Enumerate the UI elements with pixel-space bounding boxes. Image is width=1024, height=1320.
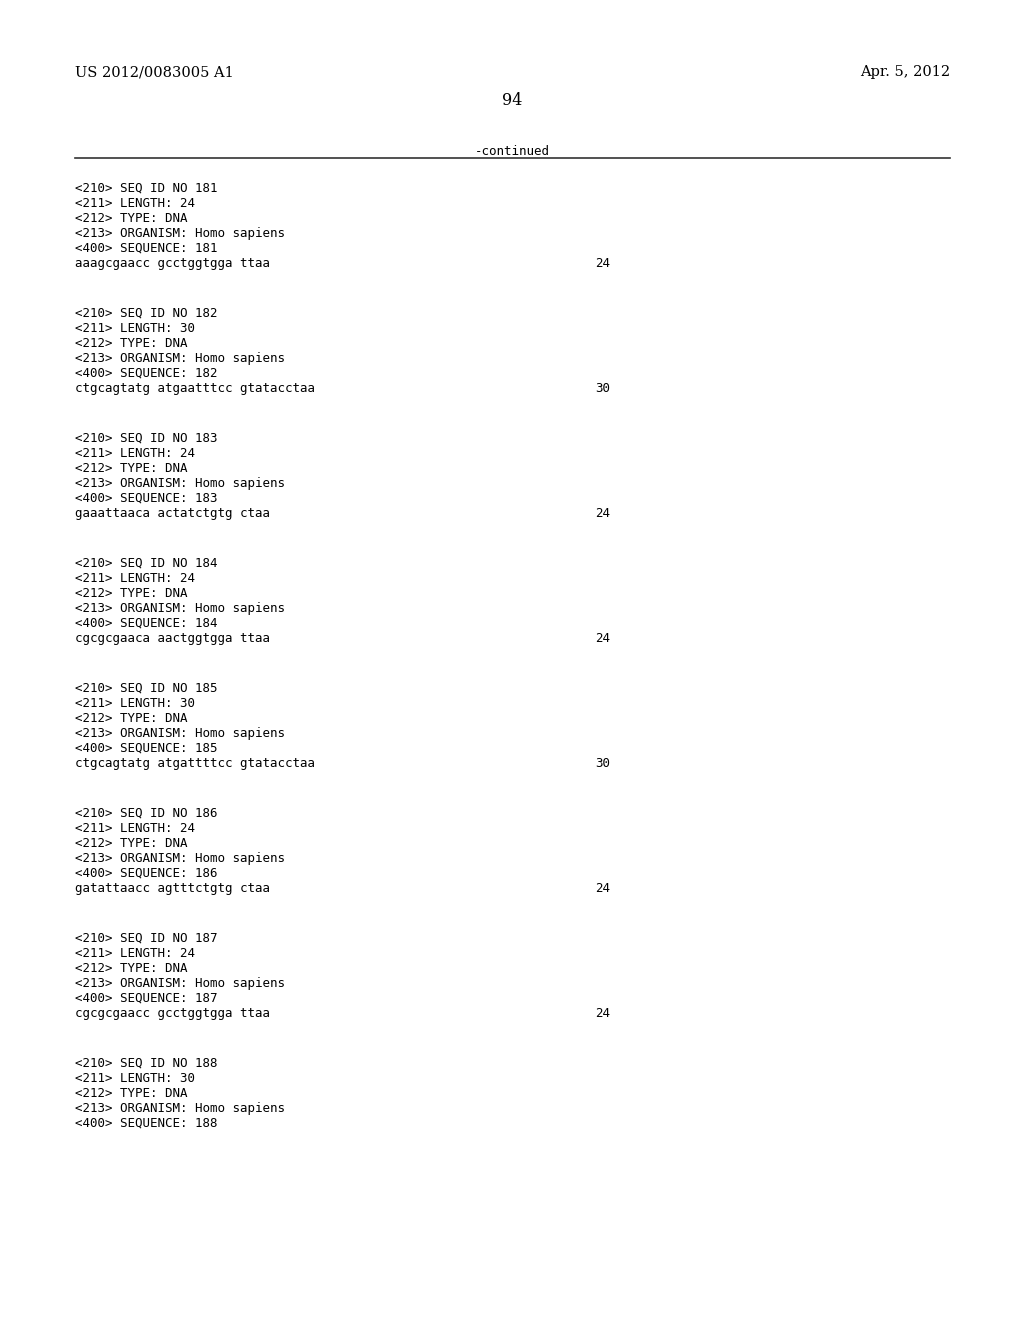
- Text: 30: 30: [595, 756, 610, 770]
- Text: <213> ORGANISM: Homo sapiens: <213> ORGANISM: Homo sapiens: [75, 727, 285, 741]
- Text: <400> SEQUENCE: 187: <400> SEQUENCE: 187: [75, 993, 217, 1005]
- Text: <211> LENGTH: 24: <211> LENGTH: 24: [75, 822, 195, 836]
- Text: <400> SEQUENCE: 186: <400> SEQUENCE: 186: [75, 867, 217, 880]
- Text: <213> ORGANISM: Homo sapiens: <213> ORGANISM: Homo sapiens: [75, 602, 285, 615]
- Text: <210> SEQ ID NO 181: <210> SEQ ID NO 181: [75, 182, 217, 195]
- Text: ctgcagtatg atgattttcc gtatacctaa: ctgcagtatg atgattttcc gtatacctaa: [75, 756, 315, 770]
- Text: cgcgcgaaca aactggtgga ttaa: cgcgcgaaca aactggtgga ttaa: [75, 632, 270, 645]
- Text: <400> SEQUENCE: 184: <400> SEQUENCE: 184: [75, 616, 217, 630]
- Text: <213> ORGANISM: Homo sapiens: <213> ORGANISM: Homo sapiens: [75, 352, 285, 366]
- Text: <212> TYPE: DNA: <212> TYPE: DNA: [75, 337, 187, 350]
- Text: 24: 24: [595, 882, 610, 895]
- Text: gaaattaaca actatctgtg ctaa: gaaattaaca actatctgtg ctaa: [75, 507, 270, 520]
- Text: <212> TYPE: DNA: <212> TYPE: DNA: [75, 962, 187, 975]
- Text: ctgcagtatg atgaatttcc gtatacctaa: ctgcagtatg atgaatttcc gtatacctaa: [75, 381, 315, 395]
- Text: 94: 94: [502, 92, 522, 110]
- Text: <400> SEQUENCE: 181: <400> SEQUENCE: 181: [75, 242, 217, 255]
- Text: <400> SEQUENCE: 183: <400> SEQUENCE: 183: [75, 492, 217, 506]
- Text: <212> TYPE: DNA: <212> TYPE: DNA: [75, 837, 187, 850]
- Text: <212> TYPE: DNA: <212> TYPE: DNA: [75, 462, 187, 475]
- Text: -continued: -continued: [474, 145, 550, 158]
- Text: <211> LENGTH: 24: <211> LENGTH: 24: [75, 447, 195, 459]
- Text: gatattaacc agtttctgtg ctaa: gatattaacc agtttctgtg ctaa: [75, 882, 270, 895]
- Text: cgcgcgaacc gcctggtgga ttaa: cgcgcgaacc gcctggtgga ttaa: [75, 1007, 270, 1020]
- Text: <210> SEQ ID NO 184: <210> SEQ ID NO 184: [75, 557, 217, 570]
- Text: <210> SEQ ID NO 187: <210> SEQ ID NO 187: [75, 932, 217, 945]
- Text: <211> LENGTH: 30: <211> LENGTH: 30: [75, 1072, 195, 1085]
- Text: <210> SEQ ID NO 182: <210> SEQ ID NO 182: [75, 308, 217, 319]
- Text: 24: 24: [595, 257, 610, 271]
- Text: <400> SEQUENCE: 188: <400> SEQUENCE: 188: [75, 1117, 217, 1130]
- Text: <211> LENGTH: 30: <211> LENGTH: 30: [75, 697, 195, 710]
- Text: <213> ORGANISM: Homo sapiens: <213> ORGANISM: Homo sapiens: [75, 977, 285, 990]
- Text: <213> ORGANISM: Homo sapiens: <213> ORGANISM: Homo sapiens: [75, 1102, 285, 1115]
- Text: <213> ORGANISM: Homo sapiens: <213> ORGANISM: Homo sapiens: [75, 851, 285, 865]
- Text: 24: 24: [595, 632, 610, 645]
- Text: <213> ORGANISM: Homo sapiens: <213> ORGANISM: Homo sapiens: [75, 477, 285, 490]
- Text: <211> LENGTH: 30: <211> LENGTH: 30: [75, 322, 195, 335]
- Text: <211> LENGTH: 24: <211> LENGTH: 24: [75, 946, 195, 960]
- Text: US 2012/0083005 A1: US 2012/0083005 A1: [75, 65, 233, 79]
- Text: <213> ORGANISM: Homo sapiens: <213> ORGANISM: Homo sapiens: [75, 227, 285, 240]
- Text: 30: 30: [595, 381, 610, 395]
- Text: <400> SEQUENCE: 182: <400> SEQUENCE: 182: [75, 367, 217, 380]
- Text: <212> TYPE: DNA: <212> TYPE: DNA: [75, 587, 187, 601]
- Text: <210> SEQ ID NO 186: <210> SEQ ID NO 186: [75, 807, 217, 820]
- Text: aaagcgaacc gcctggtgga ttaa: aaagcgaacc gcctggtgga ttaa: [75, 257, 270, 271]
- Text: Apr. 5, 2012: Apr. 5, 2012: [860, 65, 950, 79]
- Text: <400> SEQUENCE: 185: <400> SEQUENCE: 185: [75, 742, 217, 755]
- Text: <210> SEQ ID NO 183: <210> SEQ ID NO 183: [75, 432, 217, 445]
- Text: 24: 24: [595, 1007, 610, 1020]
- Text: <212> TYPE: DNA: <212> TYPE: DNA: [75, 1086, 187, 1100]
- Text: <211> LENGTH: 24: <211> LENGTH: 24: [75, 197, 195, 210]
- Text: 24: 24: [595, 507, 610, 520]
- Text: <212> TYPE: DNA: <212> TYPE: DNA: [75, 711, 187, 725]
- Text: <212> TYPE: DNA: <212> TYPE: DNA: [75, 213, 187, 224]
- Text: <210> SEQ ID NO 185: <210> SEQ ID NO 185: [75, 682, 217, 696]
- Text: <210> SEQ ID NO 188: <210> SEQ ID NO 188: [75, 1057, 217, 1071]
- Text: <211> LENGTH: 24: <211> LENGTH: 24: [75, 572, 195, 585]
